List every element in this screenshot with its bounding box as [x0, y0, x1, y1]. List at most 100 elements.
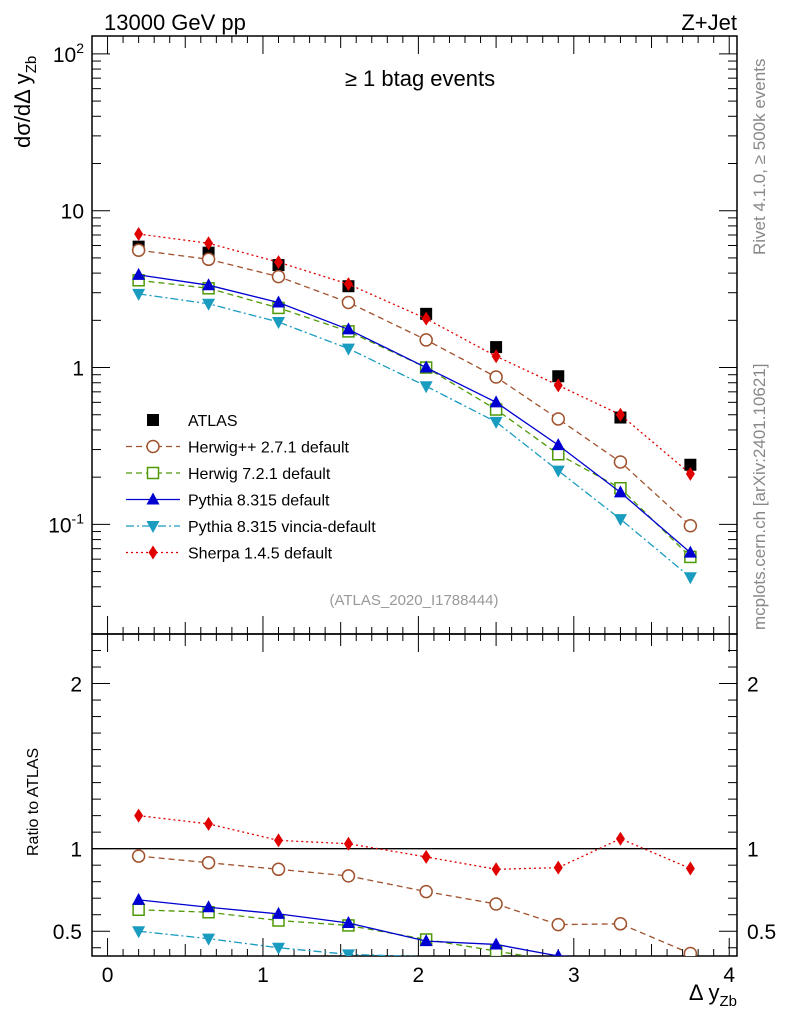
legend: ATLAS Herwig++ 2.7.1 default Herwig 7.2.1 …	[126, 413, 376, 563]
x-tick-label: 1	[257, 964, 269, 987]
legend-marker	[146, 492, 160, 505]
header-left: 13000 GeV pp	[104, 10, 246, 35]
side-label-bottom: mcplots.cern.ch [arXiv:2401.10621]	[750, 364, 769, 630]
ratio-y-tick-label: 0.5	[53, 921, 82, 944]
ratio-data-point	[683, 946, 698, 956]
analysis-tag: (ATLAS_2020_I1788444)	[329, 592, 498, 609]
legend-label: Herwig++ 2.7.1 default	[188, 440, 350, 457]
legend-entry: Herwig 7.2.1 default	[126, 466, 331, 483]
ratio-data-point	[204, 816, 214, 831]
ratio-data-point	[489, 897, 503, 911]
ratio-data-point	[554, 949, 563, 956]
series-line	[138, 233, 691, 475]
main-axis-ticks: 10-1 1 10 102	[48, 36, 737, 635]
ratio-series-pythia-8-315-vincia-default	[132, 926, 423, 956]
legend-label: Sherpa 1.4.5 default	[188, 546, 333, 563]
ratio-data-point	[341, 915, 355, 928]
data-point	[551, 412, 566, 426]
header-right: Z+Jet	[681, 10, 737, 35]
x-tick-label: 3	[568, 964, 580, 987]
ratio-series-line	[138, 899, 573, 956]
data-point	[274, 255, 284, 270]
ratio-data-point	[132, 926, 146, 939]
legend-entry: Pythia 8.315 default	[126, 492, 330, 510]
ratio-data-point	[551, 917, 566, 932]
ratio-data-point	[132, 903, 145, 917]
x-tick-label: 4	[723, 964, 735, 987]
ratio-data-point	[341, 949, 355, 956]
y-tick-label: 102	[53, 40, 84, 67]
data-point	[272, 317, 286, 330]
y-tick-exponent: 2	[76, 40, 84, 56]
ratio-data-point	[419, 884, 433, 899]
ratio-data-point	[685, 861, 695, 876]
legend-marker	[146, 439, 160, 454]
ratio-axis-ticks: 0.5 0.5 1 1 2 2 0 1 2 3 4	[53, 634, 776, 987]
legend-marker	[147, 414, 159, 426]
legend-marker	[148, 545, 158, 560]
series-atlas	[132, 240, 697, 471]
ratio-data-point	[341, 869, 356, 883]
subscript: Zb	[719, 993, 737, 1010]
ratio-y-tick-label-right: 2	[747, 674, 759, 697]
data-point	[341, 295, 356, 310]
data-point	[131, 243, 146, 257]
series-pythia-8-315-default	[132, 267, 697, 558]
legend-entry: Pythia 8.315 vincia-default	[126, 519, 376, 536]
ratio-data-point	[202, 933, 216, 946]
data-point	[419, 333, 433, 347]
data-point	[683, 519, 698, 533]
ratio-data-point	[615, 831, 625, 846]
y-tick-label: 10-1	[48, 510, 84, 537]
ratio-series-group	[131, 808, 698, 956]
y-tick-label: 1	[72, 358, 84, 381]
data-point	[419, 360, 433, 373]
data-point	[685, 466, 695, 481]
legend-entry: Sherpa 1.4.5 default	[126, 545, 333, 563]
series-pythia-8-315-vincia-default	[132, 288, 697, 585]
legend-label: Pythia 8.315 vincia-default	[188, 519, 376, 536]
ratio-data-point	[201, 855, 216, 870]
data-point	[684, 458, 697, 471]
data-point	[551, 438, 565, 451]
ratio-data-point	[271, 862, 286, 877]
legend-entry: ATLAS	[147, 413, 238, 430]
y-tick-label: 10	[61, 201, 84, 224]
ratio-data-point	[134, 808, 144, 823]
legend-label: Herwig 7.2.1 default	[188, 466, 331, 483]
ratio-y-tick-label: 1	[70, 839, 82, 862]
ratio-ylabel: Ratio to ATLAS	[25, 748, 42, 856]
data-point	[132, 267, 146, 280]
ratio-data-point	[272, 906, 286, 919]
xlabel: Δ yZb	[689, 980, 737, 1010]
ratio-data-point	[491, 862, 501, 877]
ratio-data-point	[132, 892, 146, 905]
data-point	[419, 381, 433, 394]
legend-entry: Herwig++ 2.7.1 default	[126, 440, 350, 457]
series-herwig-2-7-1-default	[131, 243, 698, 533]
legend-label: Pythia 8.315 default	[188, 493, 330, 510]
main-series-group	[131, 227, 698, 585]
data-point	[683, 572, 697, 585]
ratio-data-point	[343, 836, 353, 851]
x-tick-label: 0	[102, 964, 114, 987]
data-point	[551, 465, 565, 478]
main-ylabel: dσ/dΔ yZb	[10, 56, 40, 148]
data-point	[202, 298, 216, 311]
ratio-data-point	[272, 942, 286, 955]
data-point	[683, 545, 697, 558]
main-ylabel-text: dσ/dΔ y	[10, 73, 35, 148]
data-point	[202, 278, 216, 291]
ratio-y-tick-label-right: 0.5	[747, 921, 776, 944]
subscript: Zb	[23, 56, 40, 74]
y-tick-exponent: -1	[72, 510, 85, 526]
chart-title: ≥ 1 btag events	[345, 66, 495, 91]
data-point	[613, 514, 627, 527]
data-point	[343, 277, 353, 292]
ratio-y-tick-label-right: 1	[747, 839, 759, 862]
ratio-data-point	[131, 849, 146, 863]
ratio-data-point	[421, 849, 431, 864]
data-point	[552, 447, 565, 461]
data-point	[341, 343, 355, 356]
